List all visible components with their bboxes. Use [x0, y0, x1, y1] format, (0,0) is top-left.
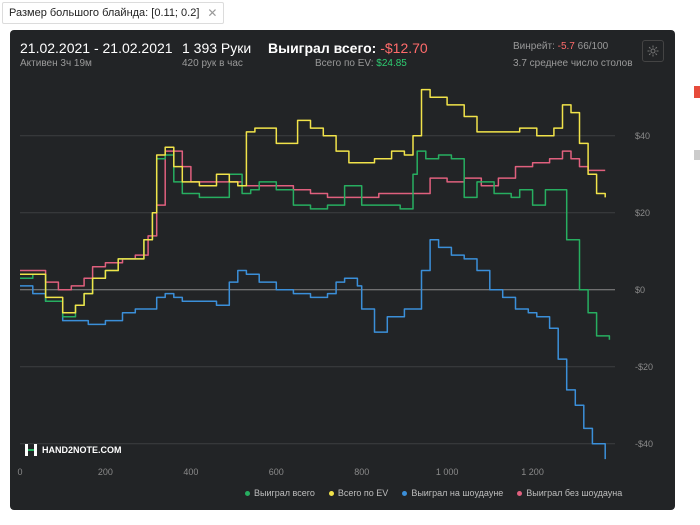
legend-dot-icon [245, 490, 250, 496]
x-tick-label: 600 [269, 467, 284, 477]
y-tick-label: -$20 [635, 362, 653, 372]
filter-chip-label: Размер большого блайнда: [0.11; 0.2] [9, 7, 200, 19]
x-tick-label: 200 [98, 467, 113, 477]
legend-item[interactable]: Выиграл без шоудауна [517, 488, 622, 498]
x-tick-label: 800 [354, 467, 369, 477]
y-tick-label: $40 [635, 131, 650, 141]
hand2note-logo-icon [25, 444, 37, 456]
total-won: Выиграл всего: -$12.70 [268, 40, 428, 56]
x-tick-label: 0 [17, 467, 22, 477]
hands-count: 1 393 Руки [182, 40, 252, 56]
winrate: Винрейт: -5.7 66/100 [513, 41, 608, 52]
legend-dot-icon [328, 490, 334, 496]
active-duration: Активен 3ч 19м [20, 58, 92, 69]
line-chart: $40 $20 $0 -$20 -$40 0 200 400 600 800 1 000 1 200 [17, 88, 653, 477]
x-axis: 0 200 400 600 800 1 000 1 200 [17, 467, 543, 477]
logo-text: HAND2NOTE.COM [42, 445, 122, 455]
legend-label: Всего по EV [337, 488, 389, 498]
series-line [20, 150, 611, 340]
y-axis: $40 $20 $0 -$20 -$40 [635, 131, 653, 449]
date-range: 21.02.2021 - 21.02.2021 [20, 40, 173, 56]
winrate-label: Винрейт: [513, 41, 558, 52]
series-layer [20, 88, 611, 460]
close-icon[interactable]: ✕ [207, 6, 218, 20]
winrate-value: -5.7 [557, 41, 575, 52]
legend-item[interactable]: Выиграл всего [245, 488, 315, 498]
series-line [20, 238, 606, 460]
legend-item[interactable]: Всего по EV [328, 488, 389, 498]
y-tick-label: $20 [635, 208, 650, 218]
total-won-label: Выиграл всего: [268, 40, 381, 56]
total-ev-label: Всего по EV: [315, 58, 377, 69]
total-won-value: -$12.70 [380, 40, 428, 56]
settings-button[interactable] [642, 40, 664, 62]
y-tick-label: $0 [635, 285, 645, 295]
avg-tables: 3.7 среднее число столов [513, 58, 633, 69]
legend-label: Выиграл на шоудауне [411, 488, 504, 498]
x-tick-label: 1 000 [436, 467, 459, 477]
series-line [20, 150, 606, 291]
legend-dot-icon [517, 490, 523, 496]
legend-label: Выиграл без шоудауна [526, 488, 623, 498]
x-tick-label: 1 200 [521, 467, 544, 477]
scroll-marker [694, 86, 700, 98]
legend-dot-icon [402, 490, 408, 496]
grid-lines [20, 135, 615, 445]
total-ev: Всего по EV: $24.85 [315, 58, 407, 69]
series-line [20, 88, 606, 314]
y-tick-label: -$40 [635, 439, 653, 449]
legend-label: Выиграл всего [254, 488, 315, 498]
scroll-marker [694, 150, 700, 160]
gear-icon [647, 45, 659, 57]
logo: HAND2NOTE.COM [24, 443, 122, 457]
legend-item[interactable]: Выиграл на шоудауне [402, 488, 503, 498]
total-ev-value: $24.85 [376, 58, 407, 69]
stats-panel: 21.02.2021 - 21.02.2021 Активен 3ч 19м 1… [10, 30, 675, 510]
hands-per-hour: 420 рук в час [182, 58, 243, 69]
filter-chip[interactable]: Размер большого блайнда: [0.11; 0.2] ✕ [2, 2, 225, 24]
chart-legend: Выиграл всего Всего по EV Выиграл на шоуда… [245, 488, 622, 498]
winrate-suffix: 66/100 [574, 41, 609, 52]
x-tick-label: 400 [183, 467, 198, 477]
